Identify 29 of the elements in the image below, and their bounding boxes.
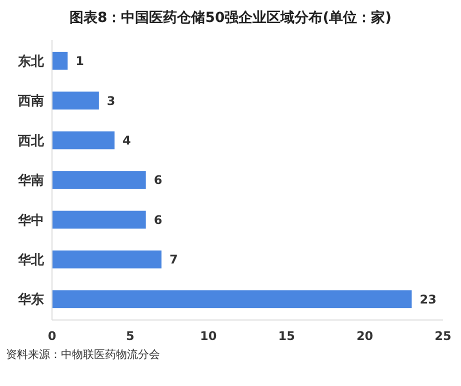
bar [52,52,68,70]
text: 资料来源：中物联医药物流分会 [6,348,160,361]
x-tick-label: 25 [434,329,452,343]
x-tick-label: 20 [356,329,374,343]
data-label: 1 [76,54,84,68]
bar [52,290,412,308]
bar [52,131,115,150]
x-tick-label: 10 [200,329,217,343]
data-label: 7 [169,252,178,267]
y-tick-label: 西南 [17,94,44,110]
data-label: 3 [106,94,116,108]
y-tick-label: 东北 [17,53,45,70]
y-tick-label: 西北 [17,134,45,149]
x-tick-label: 0 [48,329,56,343]
y-tick-label: 华北 [17,252,45,268]
x-tick-label: 5 [126,329,134,343]
y-tick-label: 华中 [17,213,44,228]
data-label: 4 [122,133,131,148]
bar [52,171,146,189]
y-tick-label: 华东 [17,292,44,308]
bar [52,250,162,268]
data-label: 6 [154,173,162,188]
bar [52,92,99,110]
data-label: 23 [420,292,436,306]
y-tick-label: 华南 [17,174,44,189]
data-label: 6 [154,212,162,227]
bar [52,210,146,229]
chart-title: 图表8：中国医药仓储50强企业区域分布(单位：家) [69,9,392,26]
x-tick-label: 15 [278,329,295,343]
